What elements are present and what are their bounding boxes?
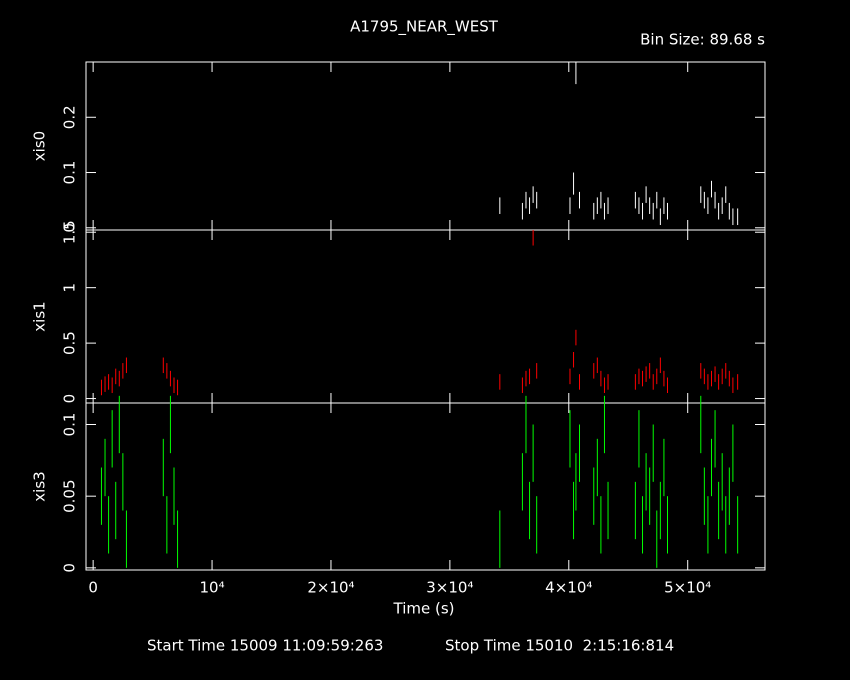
chart-title: A1795_NEAR_WEST — [350, 18, 499, 37]
y-tick-label: 0.05 — [61, 479, 79, 512]
x-tick-label: 4×10⁴ — [545, 579, 592, 597]
x-tick-label: 2×10⁴ — [307, 579, 354, 597]
y-tick-label: 0.1 — [61, 161, 79, 185]
x-tick-label: 10⁴ — [199, 579, 224, 597]
x-tick-label: 0 — [88, 579, 98, 597]
start-time: Start Time 15009 11:09:59:263 — [147, 637, 383, 655]
y-tick-label: 0 — [61, 563, 79, 573]
bin-size: Bin Size: 89.68 s — [640, 31, 765, 49]
y-axis-label: xis0 — [31, 131, 49, 161]
y-tick-label: 0 — [61, 394, 79, 404]
y-tick-label: 1 — [61, 283, 79, 293]
y-axis-label: xis3 — [31, 471, 49, 501]
x-tick-label: 3×10⁴ — [426, 579, 473, 597]
y-tick-label: 0 — [61, 223, 79, 233]
y-axis-label: xis1 — [31, 301, 49, 331]
x-tick-label: 5×10⁴ — [664, 579, 711, 597]
x-axis-label: Time (s) — [393, 600, 455, 618]
panel-frame — [85, 402, 766, 571]
stop-time: Stop Time 15010 2:15:16:814 — [445, 637, 674, 655]
y-tick-label: 0.1 — [61, 413, 79, 437]
y-tick-label: 0.2 — [61, 105, 79, 129]
y-tick-label: 1.5 — [61, 220, 79, 244]
y-tick-label: 0.5 — [61, 331, 79, 355]
